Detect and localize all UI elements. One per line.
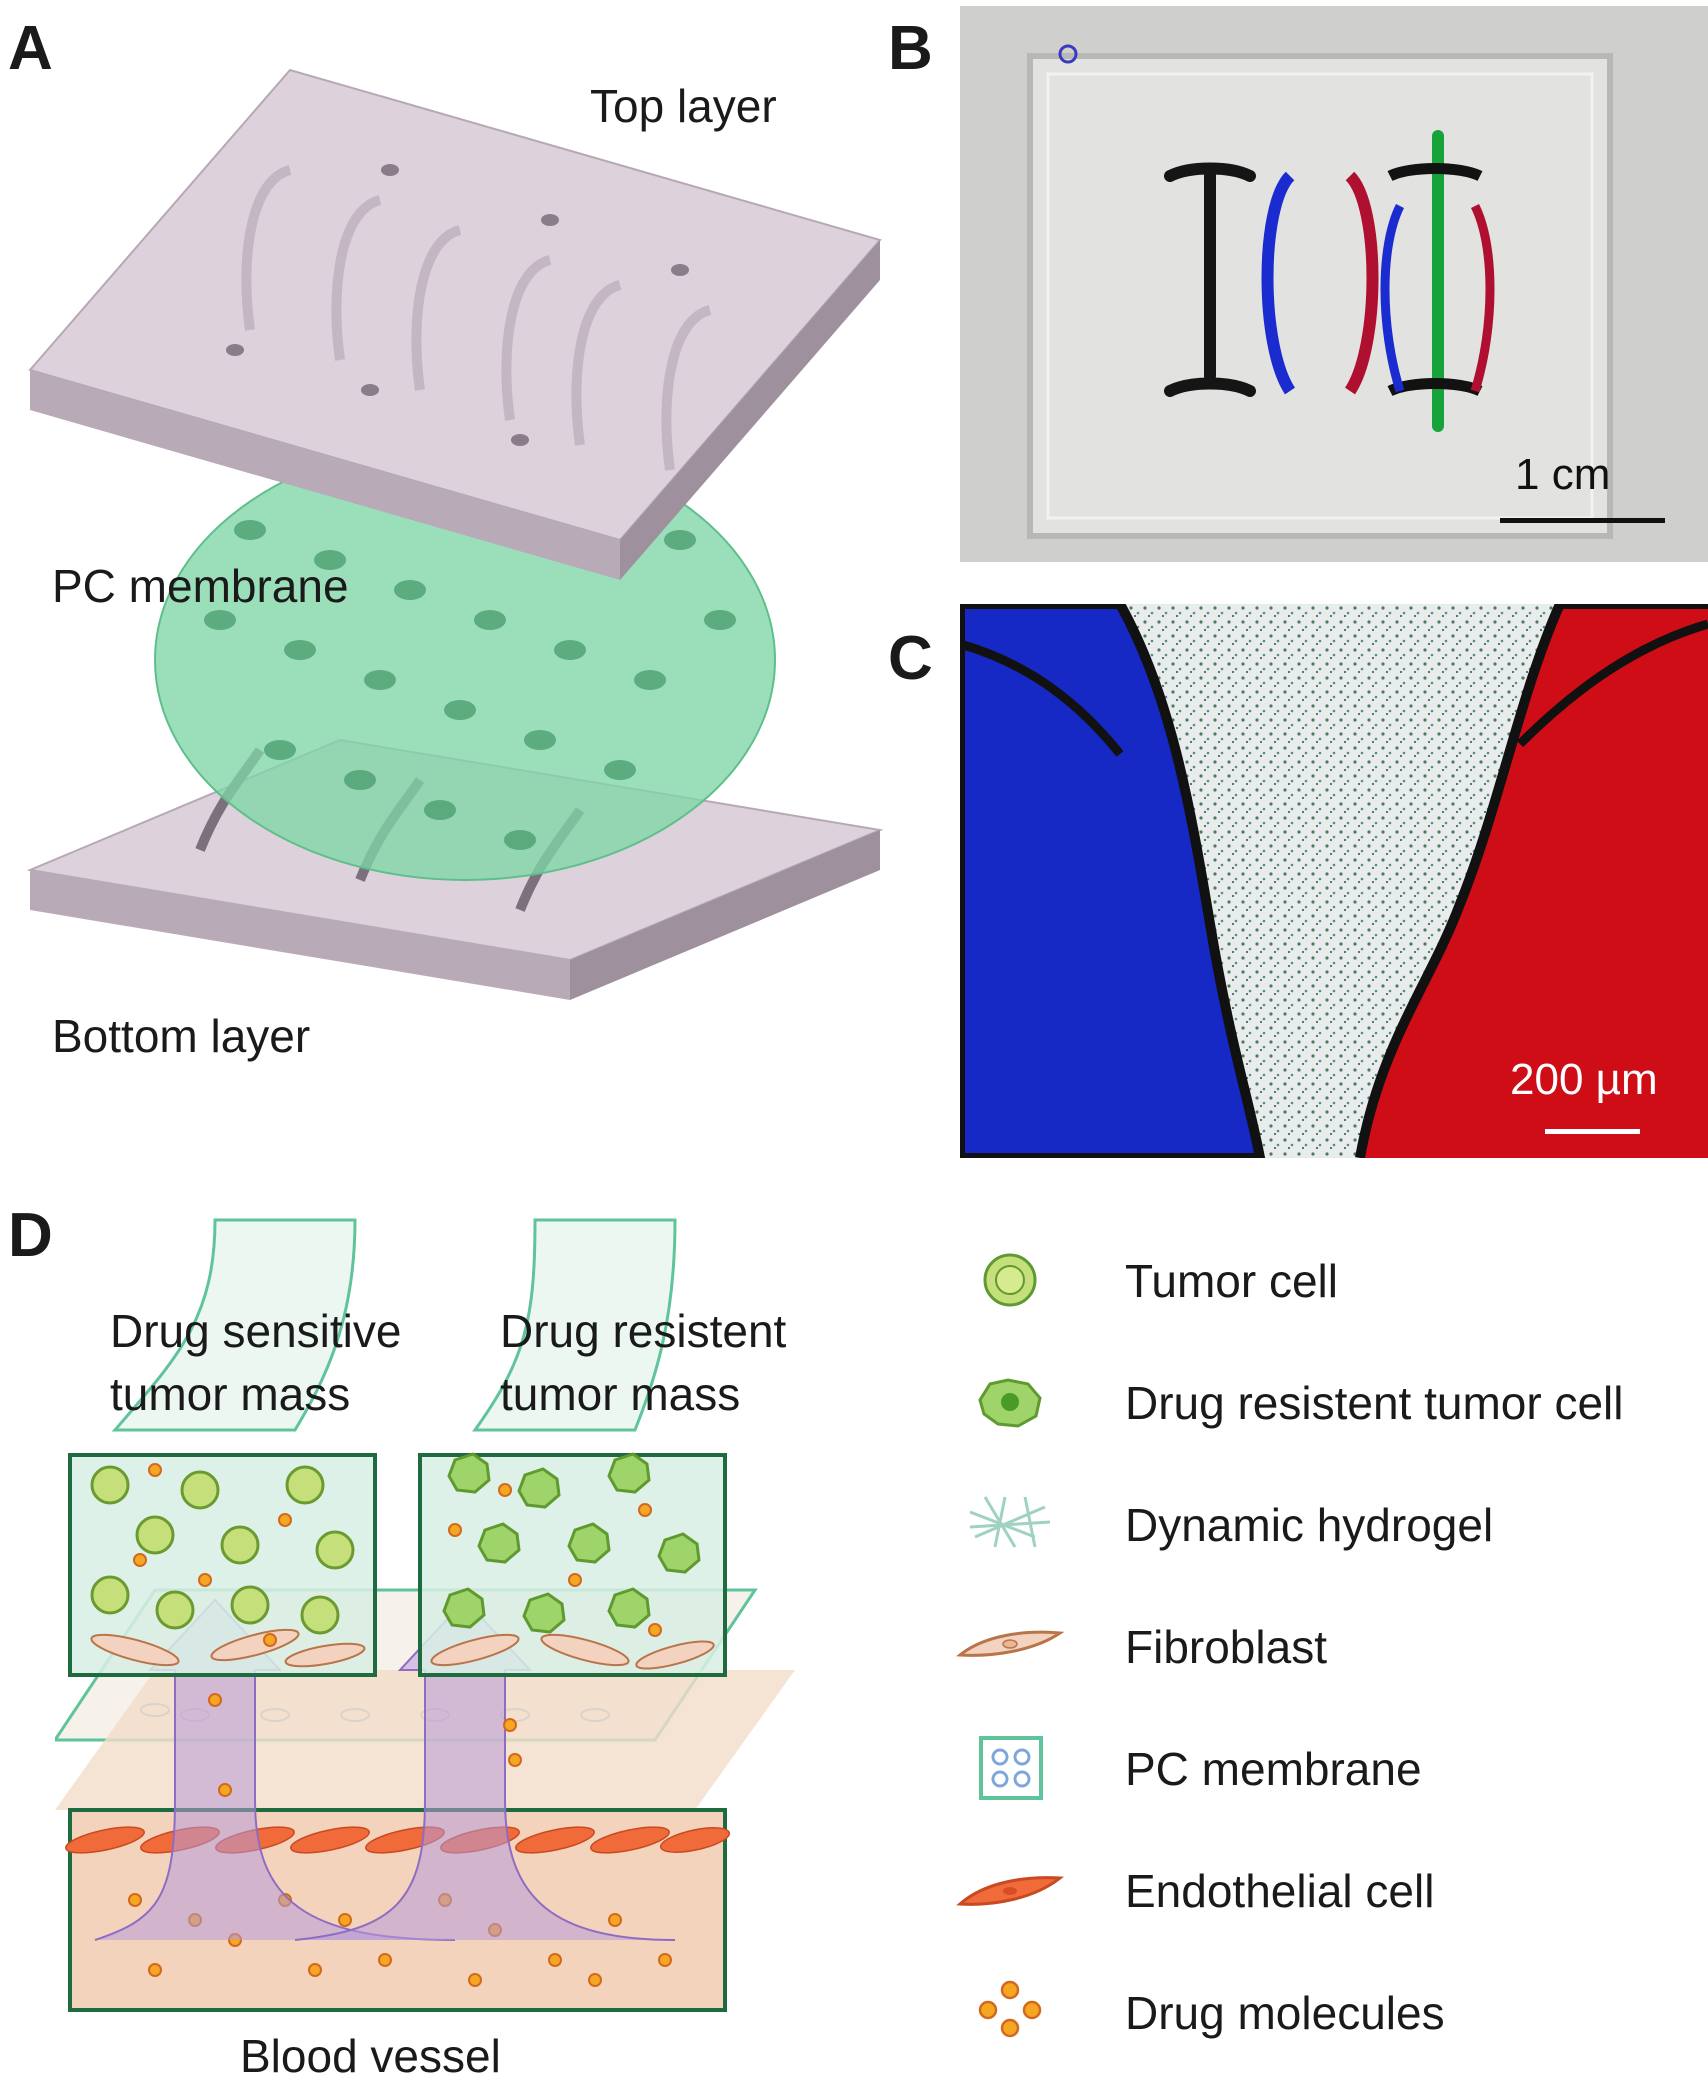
panel-b-device-photo xyxy=(960,6,1708,562)
blood-vessel-label: Blood vessel xyxy=(240,2030,501,2082)
drug-resistant-tumor-cell-icon xyxy=(978,1378,1042,1428)
resistant-tumor-label-line1: Drug resistent xyxy=(500,1305,787,1357)
top-layer-slab xyxy=(28,68,882,580)
panel-c-microscopy-image xyxy=(960,604,1708,1158)
dynamic-hydrogel-icon xyxy=(969,1496,1051,1548)
legend-label-dynamic-hydrogel: Dynamic hydrogel xyxy=(1125,1499,1494,1551)
pc-membrane-label: PC membrane xyxy=(52,560,349,612)
top-layer-label: Top layer xyxy=(590,80,777,132)
panel-d-tumor-model-diagram xyxy=(55,1218,795,2012)
panel-c-scale-label: 200 µm xyxy=(1510,1055,1658,1104)
legend-label-fibroblast: Fibroblast xyxy=(1125,1621,1327,1673)
panel-b-letter: B xyxy=(888,14,933,83)
bottom-layer-label: Bottom layer xyxy=(52,1010,311,1062)
legend-label-pc-membrane: PC membrane xyxy=(1125,1743,1422,1795)
sensitive-tumor-label-line2: tumor mass xyxy=(110,1368,351,1420)
endothelial-cell-icon xyxy=(956,1876,1064,1906)
upper-channels xyxy=(111,1218,677,1432)
fibroblast-icon xyxy=(956,1630,1065,1657)
legend-label-tumor-cell: Tumor cell xyxy=(1125,1255,1338,1307)
panel-a-chip-illustration xyxy=(26,68,884,1000)
legend-label-drug-molecules: Drug molecules xyxy=(1125,1987,1445,2039)
drug-molecules-icon xyxy=(978,1980,1042,2038)
panel-c-letter: C xyxy=(888,624,933,693)
tumor-cell-icon xyxy=(983,1253,1037,1307)
legend-label-endothelial-cell: Endothelial cell xyxy=(1125,1865,1435,1917)
sensitive-tumor-label-line1: Drug sensitive xyxy=(110,1305,402,1357)
panel-b-scale-label: 1 cm xyxy=(1515,450,1611,499)
panel-a-letter: A xyxy=(8,14,53,83)
resistant-tumor-label-line2: tumor mass xyxy=(500,1368,741,1420)
pc-membrane-icon xyxy=(979,1736,1043,1800)
legend-label-drug-resistant-tumor-cell: Drug resistent tumor cell xyxy=(1125,1377,1624,1429)
panel-d-letter: D xyxy=(8,1201,53,1270)
